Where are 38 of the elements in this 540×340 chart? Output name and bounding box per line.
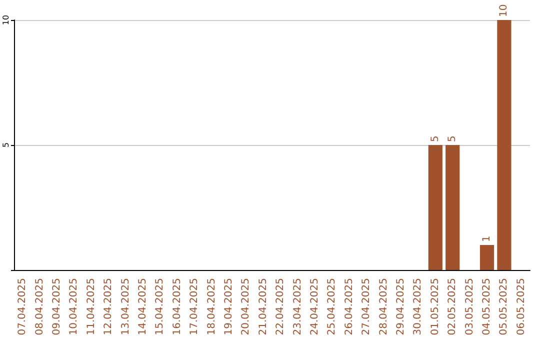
x-tick-label: 29.04.2025	[396, 278, 406, 336]
x-tick-label: 01.05.2025	[430, 278, 441, 336]
x-tick-label: 15.04.2025	[154, 278, 166, 336]
x-tick-label: 07.04.2025	[17, 278, 28, 336]
data-label: 1	[482, 236, 492, 242]
x-tick-label: 19.04.2025	[224, 278, 234, 336]
x-tick-label: 20.04.2025	[240, 278, 252, 336]
x-tick-label: 17.04.2025	[189, 278, 200, 336]
x-tick-label: 16.04.2025	[172, 278, 183, 336]
x-tick-label: 14.04.2025	[138, 278, 148, 336]
x-tick-label: 05.05.2025	[498, 278, 510, 336]
x-tick-label: 28.04.2025	[378, 278, 390, 336]
x-tick-label: 10.04.2025	[68, 278, 80, 336]
x-tick-label: 03.05.2025	[464, 278, 476, 336]
x-tick-label: 30.04.2025	[412, 278, 424, 336]
data-label: 5	[447, 136, 458, 142]
x-tick-label: 13.04.2025	[120, 278, 132, 336]
bar	[480, 245, 494, 270]
x-tick-label: 04.05.2025	[482, 278, 492, 336]
bar	[428, 145, 442, 270]
data-label: 5	[430, 136, 441, 142]
x-tick-label: 06.05.2025	[516, 278, 527, 336]
x-tick-label: 24.04.2025	[310, 278, 320, 336]
x-tick-label: 02.05.2025	[447, 278, 458, 336]
x-tick-label: 11.04.2025	[86, 278, 97, 336]
bar	[446, 145, 460, 270]
data-label: 10	[498, 4, 510, 17]
x-tick-label: 12.04.2025	[103, 278, 114, 336]
x-tick-label: 18.04.2025	[206, 278, 218, 336]
x-tick-label: 25.04.2025	[326, 278, 338, 336]
x-tick-label: 23.04.2025	[292, 278, 304, 336]
bar	[497, 20, 512, 270]
x-tick-label: 26.04.2025	[344, 278, 355, 336]
x-tick-label: 22.04.2025	[275, 278, 286, 336]
x-tick-label: 08.04.2025	[34, 278, 46, 336]
x-tick-label: 27.04.2025	[361, 278, 372, 336]
x-tick-label: 09.04.2025	[52, 278, 62, 336]
x-tick-label: 21.04.2025	[258, 278, 269, 336]
